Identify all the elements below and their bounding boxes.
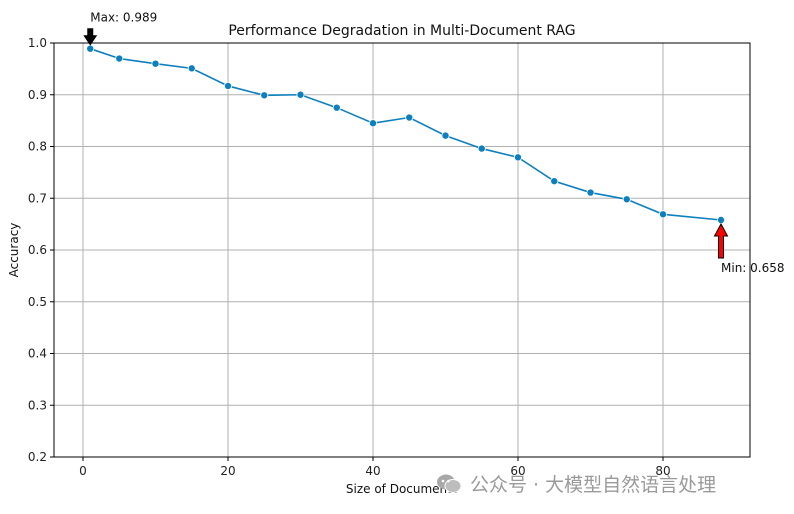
x-axis-title: Size of Documents xyxy=(346,482,458,496)
y-tick-label: 0.3 xyxy=(28,398,47,412)
x-tick-label: 40 xyxy=(365,464,380,478)
y-tick-label: 0.2 xyxy=(28,450,47,464)
data-point xyxy=(659,210,668,219)
x-tick-label: 60 xyxy=(510,464,525,478)
y-tick-label: 0.4 xyxy=(28,347,47,361)
max-annotation-label: Max: 0.989 xyxy=(90,11,157,25)
grid-lines xyxy=(54,42,750,458)
data-point xyxy=(187,64,196,73)
data-point xyxy=(115,54,124,63)
y-tick-label: 0.9 xyxy=(28,88,47,102)
y-tick-label: 0.8 xyxy=(28,140,47,154)
data-point xyxy=(296,90,305,99)
data-point xyxy=(477,144,486,153)
chart-title: Performance Degradation in Multi-Documen… xyxy=(228,23,575,39)
data-point xyxy=(550,177,559,186)
wechat-icon xyxy=(436,473,462,495)
data-point xyxy=(441,131,450,140)
data-point xyxy=(151,59,160,68)
data-point xyxy=(622,195,631,204)
y-axis-title: Accuracy xyxy=(7,223,21,278)
x-tick-label: 80 xyxy=(655,464,670,478)
y-tick-label: 0.7 xyxy=(28,191,47,205)
max-arrow xyxy=(83,28,98,46)
annotations: Max: 0.989 Min: 0.658 xyxy=(83,11,785,275)
data-point xyxy=(368,119,377,128)
data-point xyxy=(86,44,95,53)
data-point-markers xyxy=(86,44,726,224)
data-point xyxy=(405,113,414,122)
data-point xyxy=(514,153,523,162)
data-point xyxy=(332,103,341,112)
x-tick-label: 0 xyxy=(79,464,87,478)
y-tick-label: 1.0 xyxy=(28,36,47,50)
accuracy-series-line xyxy=(89,47,722,221)
data-point xyxy=(260,91,269,100)
min-annotation-label: Min: 0.658 xyxy=(721,261,785,275)
data-point xyxy=(717,215,726,224)
watermark: 公众号 · 大模型自然语言处理 xyxy=(436,470,716,497)
y-tick-label: 0.6 xyxy=(28,243,47,257)
data-point xyxy=(586,188,595,197)
axis-ticks: 0 20 40 60 80 0.2 0.3 0.4 0.5 0.6 0.7 0.8 0.9 1.0 xyxy=(28,36,671,478)
min-arrow xyxy=(713,222,729,259)
watermark-text: 公众号 · 大模型自然语言处理 xyxy=(470,474,717,496)
y-tick-label: 0.5 xyxy=(28,295,47,309)
x-tick-label: 20 xyxy=(220,464,235,478)
data-point xyxy=(223,81,232,90)
